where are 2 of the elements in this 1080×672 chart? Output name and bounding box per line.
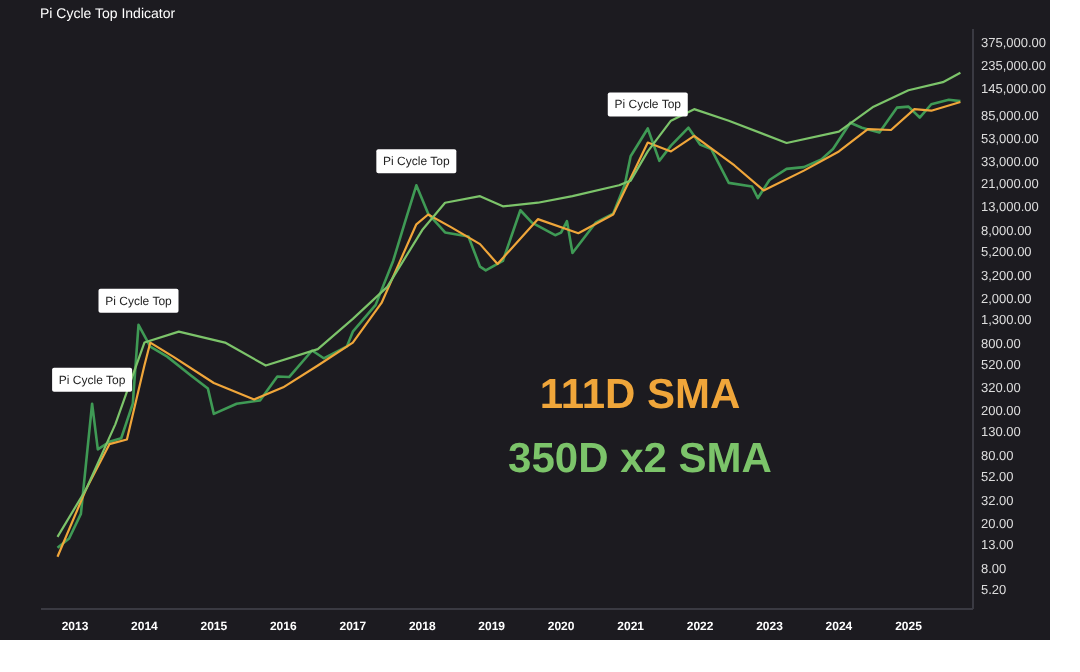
text: 111D SMA bbox=[539, 372, 741, 418]
text: 350D x2 SMA bbox=[508, 436, 772, 482]
